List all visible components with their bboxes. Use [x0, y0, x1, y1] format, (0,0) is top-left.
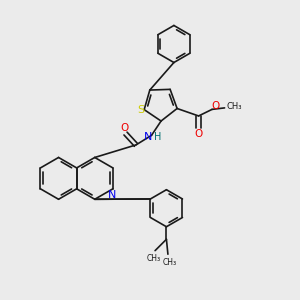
- Text: H: H: [154, 132, 162, 142]
- Text: N: N: [108, 190, 116, 200]
- Text: O: O: [194, 129, 203, 139]
- Text: CH₃: CH₃: [227, 102, 242, 111]
- Text: CH₃: CH₃: [146, 254, 161, 263]
- Text: O: O: [212, 100, 220, 110]
- Text: O: O: [120, 123, 128, 133]
- Text: S: S: [137, 105, 144, 115]
- Text: N: N: [144, 132, 152, 142]
- Text: CH₃: CH₃: [162, 258, 176, 267]
